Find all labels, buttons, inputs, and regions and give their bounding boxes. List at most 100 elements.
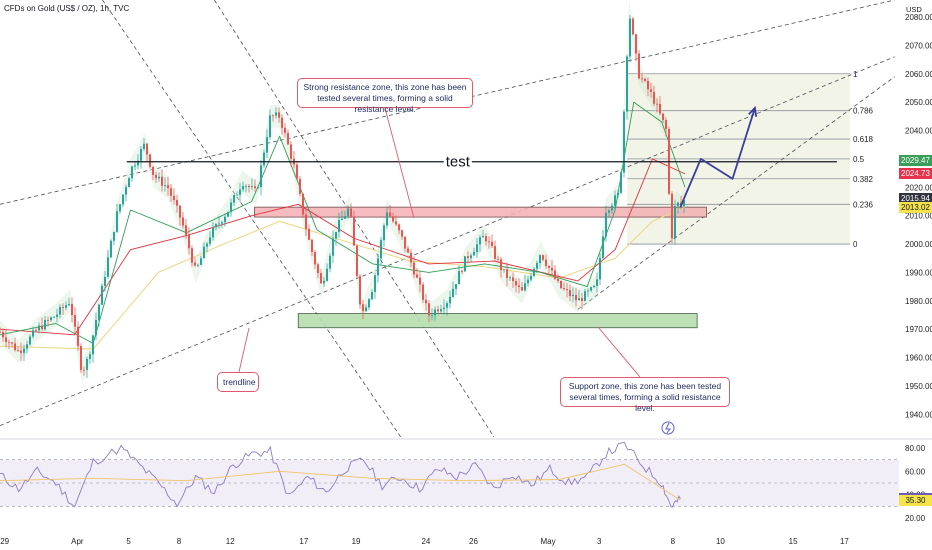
candle-body: [245, 185, 247, 187]
candle-body: [497, 258, 499, 260]
candle-body: [176, 200, 178, 206]
candle-body: [368, 299, 370, 308]
support-zone: [297, 313, 698, 329]
candle-body: [494, 246, 496, 259]
candle-body: [86, 358, 88, 370]
candle-body: [314, 252, 316, 265]
candle-body: [74, 315, 76, 327]
candle-body: [143, 143, 145, 150]
candle-body: [188, 234, 190, 249]
candle-body: [443, 307, 445, 310]
chart-title: CFDs on Gold (US$ / OZ), 1h, TVC: [4, 4, 130, 13]
price-axis-tick: 1960.00: [905, 354, 932, 363]
candle-body: [305, 214, 307, 229]
candle-body: [623, 111, 625, 173]
candle-body: [392, 216, 394, 222]
candle-body: [518, 285, 520, 288]
candle-body: [266, 137, 268, 153]
candle-body: [641, 78, 643, 80]
candle-body: [386, 212, 388, 226]
candle-body: [362, 304, 364, 312]
candle-body: [302, 193, 304, 215]
candle-body: [665, 120, 667, 129]
candle-body: [626, 56, 628, 112]
candle-body: [509, 277, 511, 279]
support-callout[interactable]: Support zone, this zone has been tested …: [560, 377, 730, 413]
candle-body: [5, 337, 7, 342]
candle-body: [338, 219, 340, 232]
candle-body: [347, 208, 349, 217]
price-tag: 2013.02: [899, 201, 932, 213]
candle-body: [50, 317, 52, 321]
candle-body: [638, 53, 640, 79]
candle-body: [380, 240, 382, 259]
candle-body: [452, 288, 454, 297]
candle-body: [32, 330, 34, 337]
candle-body: [488, 241, 490, 243]
date-axis-tick: 3: [597, 537, 602, 546]
date-axis-tick: 10: [716, 537, 725, 546]
candle-body: [233, 195, 235, 203]
candle-body: [224, 216, 226, 223]
candle-body: [140, 149, 142, 161]
candle-body: [191, 248, 193, 263]
price-tag: 2029.47: [899, 154, 932, 166]
candle-body: [29, 336, 31, 345]
resistance-callout[interactable]: Strong resistance zone, this zone has be…: [297, 78, 473, 114]
osc-axis-tick: 60.00: [905, 467, 926, 476]
candle-body: [56, 314, 58, 317]
candle-body: [683, 200, 685, 206]
candle-body: [479, 237, 481, 245]
candle-body: [521, 287, 523, 291]
flash-icon-bolt: [665, 422, 671, 434]
candle-body: [470, 255, 472, 259]
candle-body: [527, 279, 529, 284]
candle-body: [542, 255, 544, 260]
candle-body: [461, 271, 463, 272]
fib-level-label: 0.786: [853, 107, 874, 116]
candle-body: [377, 258, 379, 276]
date-axis-tick: 12: [226, 537, 235, 546]
candle-body: [278, 112, 280, 118]
candle-body: [506, 269, 508, 278]
candle-body: [611, 205, 613, 211]
date-axis-tick: 24: [421, 537, 430, 546]
date-axis-tick: 15: [789, 537, 798, 546]
candle-body: [122, 194, 124, 205]
candle-body: [398, 224, 400, 231]
candle-body: [545, 259, 547, 266]
price-axis-tick: 2070.00: [905, 41, 932, 50]
candle-body: [560, 280, 562, 289]
candle-body: [116, 211, 118, 232]
date-axis-tick: 29: [0, 537, 9, 546]
candle-body: [272, 115, 274, 117]
price-axis-tick: 2050.00: [905, 98, 932, 107]
candle-body: [221, 222, 223, 224]
ma-slow-line: [0, 206, 686, 350]
candle-body: [53, 316, 55, 318]
candle-body: [434, 309, 436, 316]
candle-body: [68, 303, 70, 306]
price-axis-tick: 2080.00: [905, 13, 932, 22]
candle-body: [539, 255, 541, 263]
candle-body: [38, 325, 40, 331]
date-axis-tick: 8: [671, 537, 676, 546]
trend-channel-line: [577, 76, 895, 310]
candle-body: [206, 243, 208, 247]
candle-body: [257, 187, 259, 189]
candle-body: [275, 112, 277, 116]
candle-body: [644, 78, 646, 81]
candle-body: [446, 303, 448, 308]
candle-body: [656, 103, 658, 105]
candle-body: [614, 195, 616, 206]
candle-body: [98, 304, 100, 321]
candle-body: [215, 224, 217, 228]
price-axis-tick: 1950.00: [905, 382, 932, 391]
candle-body: [437, 309, 439, 312]
candle-body: [428, 303, 430, 316]
candle-body: [467, 256, 469, 259]
candle-body: [80, 346, 82, 370]
price-ribbon: [0, 0, 686, 384]
candle-body: [581, 298, 583, 302]
trendline-callout[interactable]: trendline: [217, 372, 259, 392]
